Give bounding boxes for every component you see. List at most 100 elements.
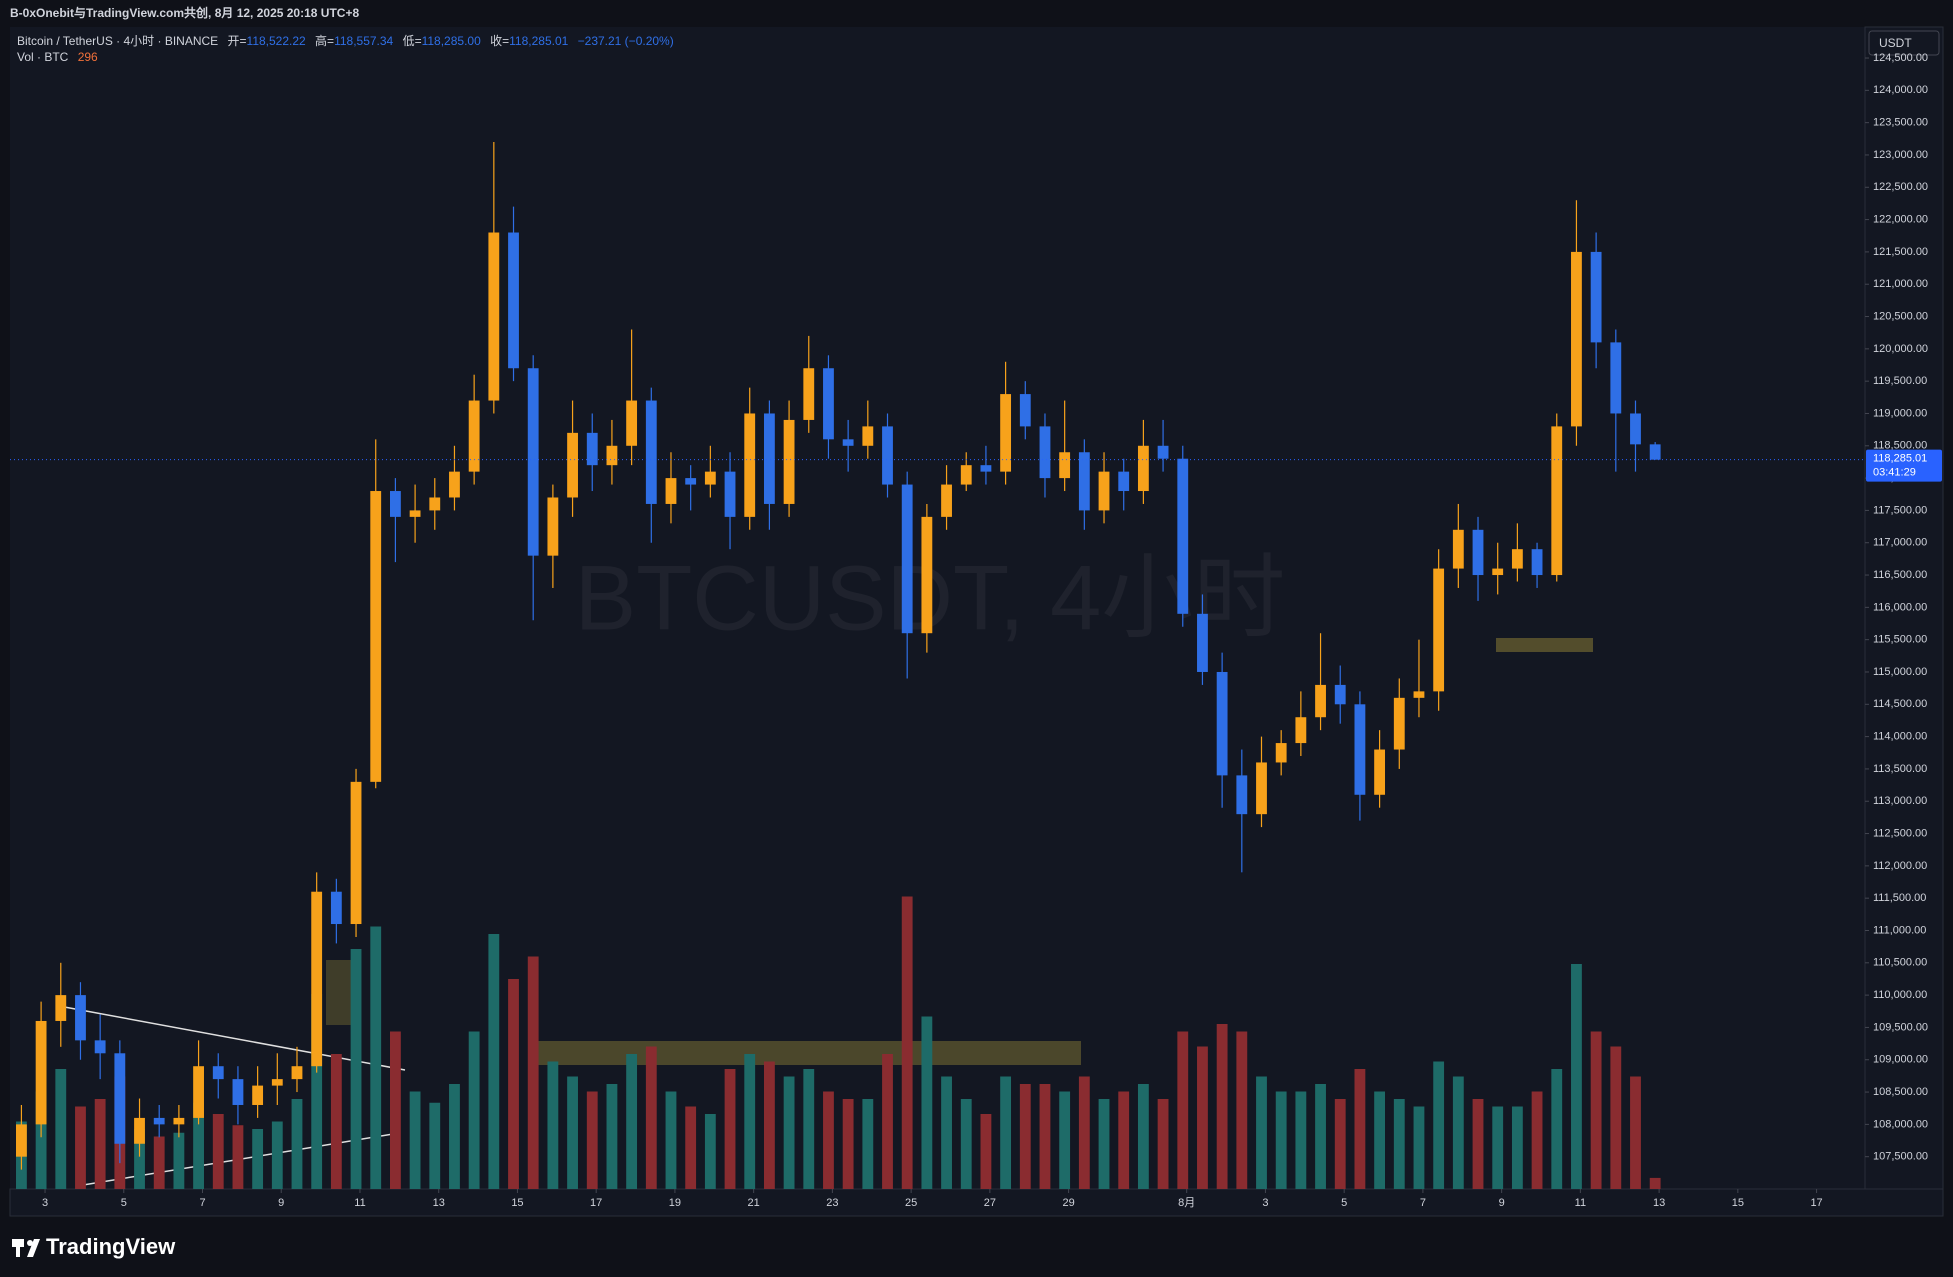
candle-body [763, 413, 775, 504]
candle-body [1315, 684, 1326, 718]
volume-bar [1472, 1099, 1484, 1189]
candle-body [1413, 691, 1425, 698]
volume-bar [271, 1121, 283, 1189]
time-axis [9, 1188, 1944, 1217]
volume-bar [1275, 1091, 1287, 1189]
candle-body [291, 1066, 303, 1080]
candle-body [1334, 684, 1346, 705]
candle-body [16, 1124, 27, 1157]
volume-bar [704, 1114, 716, 1189]
x-tick-label: 8月 [1178, 1197, 1195, 1209]
candle-body [1098, 471, 1110, 511]
volume-bar [94, 1099, 106, 1189]
y-tick-label: 111,000.00 [1873, 924, 1926, 936]
candle-body [389, 491, 401, 517]
marks [16, 142, 1661, 1189]
volume-bar [1177, 1031, 1189, 1189]
candle-body [153, 1117, 165, 1125]
volume-bar [842, 1099, 854, 1189]
y-tick-label: 109,500.00 [1873, 1021, 1928, 1033]
candle-body [941, 484, 952, 517]
zone-box [532, 1041, 1081, 1065]
volume-bar [134, 1129, 145, 1189]
volume-bar [1374, 1091, 1386, 1189]
share-note: B-0xOnebit与TradingView.com共创, 8月 12, 202… [10, 5, 359, 20]
candle-body [350, 781, 362, 925]
volume-bar [626, 1054, 638, 1189]
candle-body [1157, 445, 1169, 459]
legend-value: 118,285.00 [422, 34, 481, 48]
y-tick-label: 113,500.00 [1873, 763, 1927, 775]
candle-body [55, 995, 67, 1021]
y-tick-label: 110,500.00 [1873, 957, 1927, 969]
y-tick-label: 117,000.00 [1873, 537, 1927, 549]
candle-body [1019, 394, 1031, 427]
volume-bar [1413, 1106, 1425, 1189]
candle-body [1472, 529, 1484, 576]
volume-bar [1059, 1091, 1071, 1189]
candle-body [1590, 251, 1602, 343]
legend-value: 118,522.22 [247, 34, 306, 48]
candle-body [1492, 568, 1504, 576]
volume-bar [1039, 1084, 1051, 1189]
x-tick-label: 7 [199, 1197, 205, 1209]
candle-body [1433, 568, 1445, 692]
y-tick-label: 122,000.00 [1873, 213, 1928, 225]
candle-body [665, 478, 677, 504]
volume-bar [783, 1076, 795, 1189]
x-tick-label: 13 [1653, 1197, 1665, 1209]
volume-bar [1000, 1076, 1012, 1189]
volume-bar [1098, 1099, 1110, 1189]
candle-body [409, 510, 421, 517]
candle-body [744, 413, 756, 517]
y-tick-label: 116,500.00 [1873, 569, 1927, 581]
volume-bar [468, 1031, 480, 1189]
volume-bar [173, 1132, 185, 1189]
volume-bar [744, 1054, 756, 1189]
candle-body [724, 471, 736, 517]
y-tick-label: 114,500.00 [1873, 698, 1927, 710]
volume-bar [1137, 1084, 1149, 1189]
y-tick-label: 110,000.00 [1873, 989, 1927, 1001]
candle-body [1354, 704, 1366, 795]
candle-body [1039, 426, 1051, 479]
countdown: 03:41:29 [1873, 467, 1916, 479]
y-tick-label: 112,500.00 [1873, 827, 1927, 839]
volume-title: Vol · BTC [17, 50, 69, 64]
symbol: Bitcoin / TetherUS · 4小时 · BINANCE [17, 34, 218, 48]
x-tick-label: 5 [1341, 1197, 1347, 1209]
volume-bar [508, 979, 519, 1189]
candle-body [1118, 471, 1130, 492]
volume-bar [153, 1136, 165, 1189]
y-tick-label: 122,500.00 [1873, 181, 1928, 193]
volume-bar [901, 896, 913, 1189]
candle-body [1393, 697, 1405, 750]
y-tick-label: 116,000.00 [1873, 601, 1927, 613]
candle-body [1236, 775, 1248, 815]
candle-body [252, 1085, 264, 1105]
volume-bar [1452, 1076, 1464, 1189]
x-tick-label: 3 [1262, 1197, 1268, 1209]
volume-bar [1078, 1076, 1090, 1189]
candle-body [212, 1066, 224, 1080]
volume-bar [449, 1084, 460, 1189]
candle-body [1000, 394, 1012, 472]
trend-line [58, 1005, 406, 1071]
candle-body [75, 995, 86, 1041]
volume-bar [75, 1106, 86, 1189]
price-axis [1864, 26, 1944, 1190]
volume-bar [350, 949, 362, 1189]
currency-box[interactable] [1868, 30, 1940, 56]
candle-body [1374, 749, 1386, 795]
legend-value: 118,557.34 [334, 34, 393, 48]
x-tick-label: 25 [905, 1197, 917, 1209]
volume-bar [980, 1114, 992, 1189]
candle-body [1630, 413, 1641, 445]
volume-bar [1571, 964, 1582, 1189]
candle-body [882, 426, 893, 485]
y-tick-label: 112,000.00 [1873, 860, 1927, 872]
candle-body [803, 368, 815, 420]
candle-body [35, 1020, 47, 1125]
candle-body [488, 232, 500, 401]
